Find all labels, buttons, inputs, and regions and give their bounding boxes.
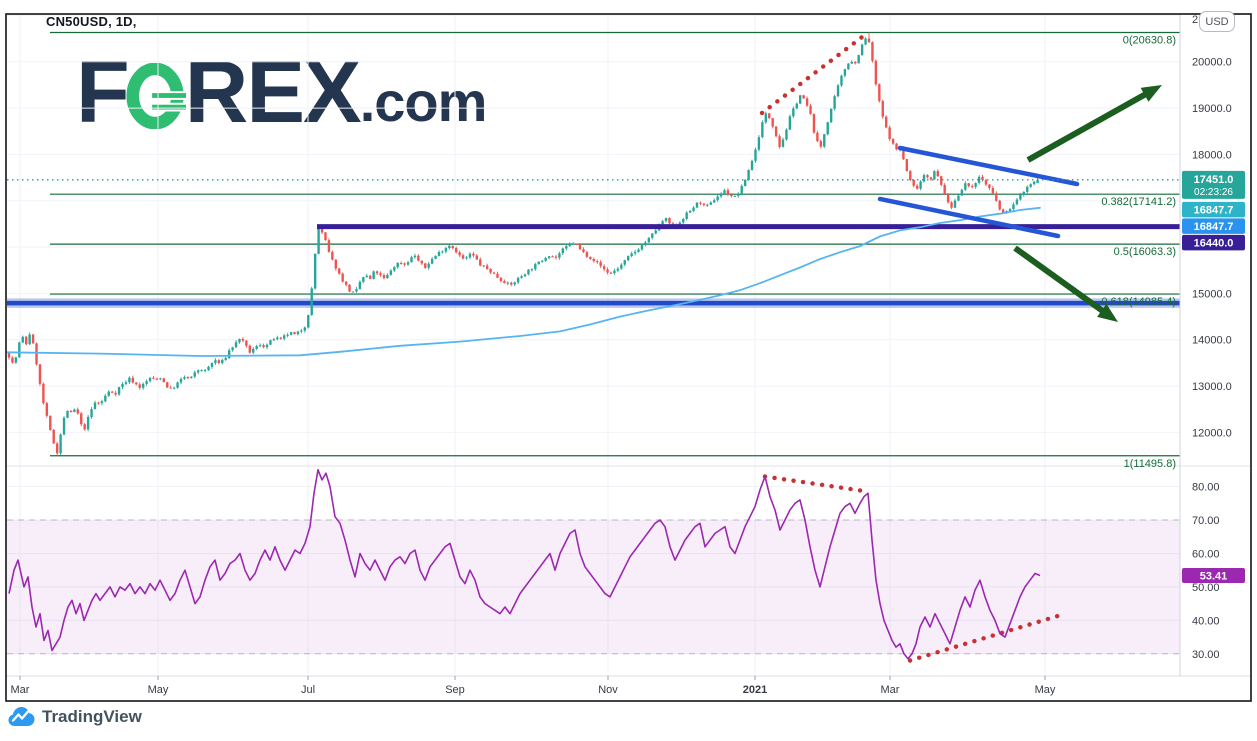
svg-text:16847.7: 16847.7 [1194,205,1234,217]
symbol-legend[interactable]: CN50USD, 1D, [46,14,137,29]
svg-text:Jul: Jul [301,684,315,696]
svg-text:12000.0: 12000.0 [1192,427,1232,439]
rsi-line[interactable] [8,469,1041,660]
divergence-dotted-lines[interactable] [759,30,1063,663]
svg-text:May: May [1035,684,1056,696]
svg-text:20000.0: 20000.0 [1192,57,1232,69]
chart-border [5,13,1252,702]
svg-text:15000.0: 15000.0 [1192,288,1232,300]
candlestick-series [7,32,1039,456]
svg-text:30.00: 30.00 [1192,649,1220,661]
svg-text:80.00: 80.00 [1192,482,1220,494]
svg-text:Nov: Nov [598,684,618,696]
rsi-band [7,519,1180,655]
forex-tld: .com [359,70,488,133]
svg-text:0.382(17141.2): 0.382(17141.2) [1101,196,1176,208]
svg-text:70.00: 70.00 [1192,515,1220,527]
svg-text:Sep: Sep [445,684,465,696]
svg-text:53.41: 53.41 [1200,570,1228,582]
tradingview-label: TradingView [42,706,142,726]
fib-retracement-lines[interactable] [50,31,1180,457]
svg-text:14000.0: 14000.0 [1192,335,1232,347]
svg-text:19000.0: 19000.0 [1192,103,1232,115]
svg-text:02:23:26: 02:23:26 [1194,187,1233,198]
channel-trendlines[interactable] [877,145,1080,239]
up-arrow[interactable] [1026,85,1162,163]
svg-text:1(11495.8): 1(11495.8) [1124,458,1176,470]
moving-average-line[interactable] [7,206,1041,357]
axis-price-badges: 17451.002:23:26 16847.7 16847.7 16440.0 53.4… [1182,170,1245,583]
currency-toggle-button[interactable]: USD [1199,11,1235,32]
time-axis-labels[interactable]: Mar May Jul Sep Nov 2021 Mar May [11,676,1056,696]
svg-text:0.618(14985.4): 0.618(14985.4) [1101,296,1176,308]
svg-text:16440.0: 16440.0 [1194,238,1234,250]
svg-text:60.00: 60.00 [1192,548,1220,560]
down-arrow[interactable] [1013,245,1118,322]
svg-text:Mar: Mar [881,684,900,696]
svg-text:13000.0: 13000.0 [1192,381,1232,393]
svg-text:2021: 2021 [743,684,767,696]
svg-text:Mar: Mar [11,684,30,696]
forex-o-icon [126,63,187,129]
fib-labels: 0(20630.8) 0.382(17141.2) 0.5(16063.3) 0.61… [1101,35,1176,470]
svg-text:50.00: 50.00 [1192,582,1220,594]
svg-text:17451.0: 17451.0 [1194,174,1234,186]
svg-text:16847.7: 16847.7 [1194,221,1234,233]
tradingview-cloud-icon [8,707,35,726]
svg-text:40.00: 40.00 [1192,615,1220,627]
price-axis-background[interactable] [1181,14,1252,701]
svg-text:0.5(16063.3): 0.5(16063.3) [1114,246,1176,258]
svg-text:18000.0: 18000.0 [1192,149,1232,161]
tradingview-watermark[interactable]: TradingView [8,706,142,727]
svg-text:May: May [148,684,169,696]
svg-text:0(20630.8): 0(20630.8) [1123,35,1176,47]
